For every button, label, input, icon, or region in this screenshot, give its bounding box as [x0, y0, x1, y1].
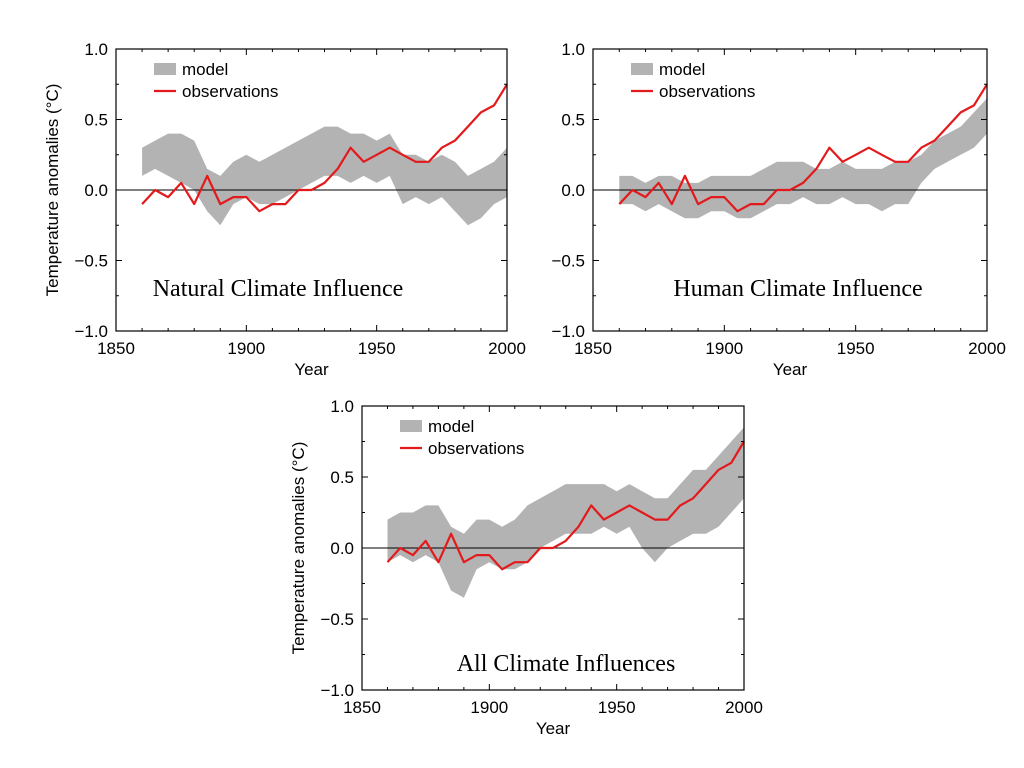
x-tick-label: 2000 — [488, 339, 526, 358]
y-axis-title: Temperature anomalies (°C) — [289, 442, 308, 655]
y-tick-label: −0.5 — [74, 252, 108, 271]
x-axis-title: Year — [773, 360, 808, 379]
y-tick-label: 1.0 — [84, 40, 108, 59]
chart-panel-human: −1.0 −0.5 0.0 0.5 1.0 1850 1900 1950 2000 Year mod… — [551, 40, 1005, 379]
legend-model-swatch — [631, 63, 653, 75]
x-tick-label: 1950 — [598, 698, 636, 717]
y-tick-label: 0.5 — [84, 111, 108, 130]
y-tick-label: 0.0 — [330, 539, 354, 558]
legend-observations-label: observations — [659, 82, 755, 101]
legend-model-label: model — [428, 417, 474, 436]
legend-model-label: model — [659, 60, 705, 79]
y-tick-label: 0.0 — [84, 181, 108, 200]
y-tick-label: −0.5 — [551, 252, 585, 271]
x-tick-label: 1900 — [705, 339, 743, 358]
y-tick-label: 0.5 — [330, 468, 354, 487]
y-tick-label: 1.0 — [330, 397, 354, 416]
y-tick-label: 1.0 — [561, 40, 585, 59]
x-tick-label: 1900 — [470, 698, 508, 717]
chart-panel-all: −1.0 −0.5 0.0 0.5 1.0 1850 1900 1950 2000 Year Tem… — [289, 397, 763, 738]
legend-observations-label: observations — [428, 439, 524, 458]
legend-model-swatch — [154, 63, 176, 75]
x-tick-label: 1950 — [358, 339, 396, 358]
y-tick-label: 0.0 — [561, 181, 585, 200]
y-tick-label: −1.0 — [320, 681, 354, 700]
observations-line — [618, 83, 988, 213]
observations-line — [141, 83, 508, 213]
y-axis-title: Temperature anomalies (°C) — [43, 84, 62, 297]
panel-title: All Climate Influences — [457, 651, 676, 677]
legend-observations-label: observations — [182, 82, 278, 101]
chart-panel-natural: −1.0 −0.5 0.0 0.5 1.0 1850 1900 1950 2000 Year Tem… — [43, 40, 526, 379]
legend-model-swatch — [400, 420, 422, 432]
x-tick-label: 1850 — [574, 339, 612, 358]
x-axis-title: Year — [294, 360, 329, 379]
x-tick-label: 1950 — [837, 339, 875, 358]
x-axis-title: Year — [536, 719, 571, 738]
y-tick-label: −1.0 — [74, 322, 108, 341]
model-band — [142, 126, 507, 226]
model-band — [619, 98, 987, 219]
y-tick-label: −0.5 — [320, 610, 354, 629]
x-tick-label: 2000 — [725, 698, 763, 717]
y-tick-label: 0.5 — [561, 111, 585, 130]
x-tick-label: 1850 — [343, 698, 381, 717]
panel-title: Human Climate Influence — [673, 276, 922, 302]
observations-line — [386, 440, 745, 571]
x-tick-label: 1850 — [97, 339, 135, 358]
x-tick-label: 1900 — [227, 339, 265, 358]
x-tick-label: 2000 — [968, 339, 1006, 358]
y-tick-label: −1.0 — [551, 322, 585, 341]
legend-model-label: model — [182, 60, 228, 79]
panel-title: Natural Climate Influence — [153, 276, 404, 302]
